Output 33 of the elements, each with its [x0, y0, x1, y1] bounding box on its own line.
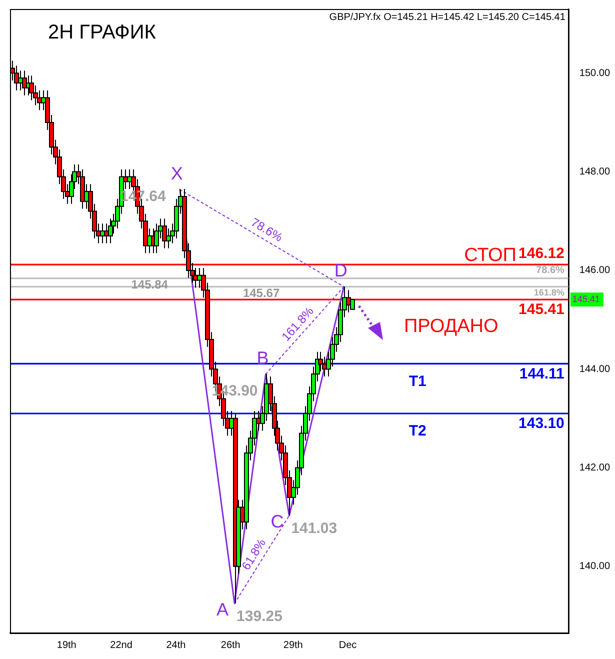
- y-tick-label: 140.00: [579, 561, 610, 572]
- chart-subtitle: GBP/JPY.fx O=145.21 H=145.42 L=145.20 C=145.41: [329, 12, 566, 23]
- y-tick-label: 144.00: [579, 364, 610, 375]
- y-tick-label: 150.00: [579, 68, 610, 79]
- ref-line-label: 143.10: [518, 415, 564, 432]
- annotation: ПРОДАНО: [404, 316, 498, 337]
- annotation: 78.6%: [536, 265, 565, 276]
- x-tick-label: 26th: [220, 640, 240, 651]
- annotation: СТОП: [464, 244, 516, 266]
- y-tick-label: 146.00: [579, 265, 610, 276]
- annotation: 145.41: [572, 294, 600, 304]
- annotation: X: [170, 164, 183, 184]
- annotation: A: [216, 599, 229, 620]
- ref-line-label: 145.67: [242, 286, 280, 300]
- y-tick-label: 148.00: [579, 166, 610, 178]
- ref-line-label: 144.11: [519, 365, 564, 382]
- annotation: 161.8%: [534, 288, 564, 298]
- y-tick-label: 142.00: [579, 462, 610, 474]
- x-tick-label: 19th: [56, 640, 76, 651]
- data-label: 141.03: [291, 520, 338, 538]
- x-tick-label: 24th: [166, 640, 186, 651]
- ref-line-label: 146.12: [518, 245, 564, 262]
- data-label: 139.25: [236, 608, 282, 626]
- ref-line-label: 145.41: [518, 301, 564, 318]
- annotation: C: [270, 512, 284, 532]
- annotation: D: [334, 260, 348, 281]
- x-tick-label: Dec: [338, 640, 357, 651]
- annotation: T2: [408, 422, 426, 440]
- x-tick-label: 22nd: [110, 640, 132, 651]
- text: 2H ГРАФИК: [48, 22, 156, 44]
- annotation: T1: [408, 372, 426, 390]
- x-tick-label: 29th: [283, 640, 303, 651]
- annotation: B: [256, 348, 269, 368]
